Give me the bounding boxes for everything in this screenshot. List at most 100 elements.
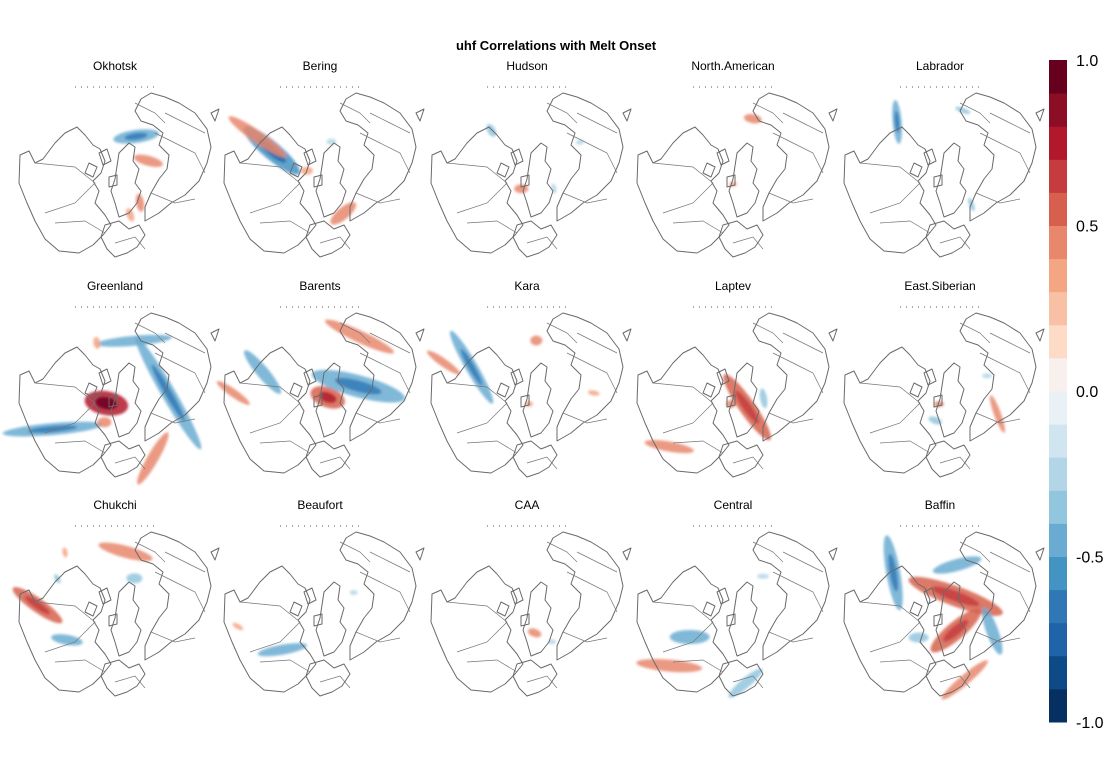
coastline <box>339 531 417 661</box>
country-border <box>164 112 206 134</box>
coastline <box>315 142 347 218</box>
coastline <box>728 142 760 218</box>
colorbar-bin <box>1049 159 1067 193</box>
base-map <box>430 531 632 697</box>
correlation-field <box>232 590 358 657</box>
panel-bering: Bering <box>223 59 425 258</box>
correlation-field <box>636 573 769 698</box>
coastline <box>210 328 220 342</box>
coastline <box>305 659 351 697</box>
country-border <box>446 162 508 214</box>
coastline <box>909 368 943 408</box>
country-border <box>975 412 1021 424</box>
country-border <box>259 440 311 454</box>
coastline <box>959 312 1037 442</box>
country-border <box>752 541 784 563</box>
coastline <box>636 126 730 254</box>
country-border <box>975 631 1021 643</box>
correlation-blob <box>530 335 543 346</box>
country-border <box>54 440 106 454</box>
coastline <box>622 328 632 342</box>
correlation-field <box>228 116 357 225</box>
colorbar-bin <box>1049 556 1067 591</box>
country-border <box>752 322 784 344</box>
panel-label: Beaufort <box>297 498 343 512</box>
country-border <box>576 551 618 573</box>
panel-kara: Kara <box>426 279 632 478</box>
coastline <box>622 108 632 122</box>
country-border <box>54 220 106 234</box>
correlation-blob <box>575 139 584 145</box>
country-border <box>782 332 824 354</box>
coastline <box>959 92 1037 222</box>
colorbar-tick-label: 0.5 <box>1076 219 1098 236</box>
colorbar-bin <box>1049 655 1067 690</box>
coastline <box>843 565 937 693</box>
base-map <box>12 531 220 697</box>
panel-label: Labrador <box>916 59 964 73</box>
colorbar-bin <box>1049 291 1067 326</box>
correlation-blob <box>98 542 153 562</box>
country-border <box>772 132 824 174</box>
coastline <box>925 220 971 258</box>
panel-label: East.Siberian <box>904 279 975 293</box>
correlation-blob <box>982 373 992 379</box>
country-border <box>672 440 724 454</box>
coastline <box>1035 547 1045 561</box>
country-border <box>369 551 411 573</box>
country-border <box>150 192 196 204</box>
country-border <box>576 332 618 354</box>
colorbar-tick-label: -1.0 <box>1076 715 1104 732</box>
coastline <box>100 440 146 478</box>
country-border <box>339 102 371 124</box>
coastline <box>512 440 558 478</box>
correlation-blob <box>126 573 143 584</box>
country-border <box>134 322 166 344</box>
country-border <box>566 571 618 613</box>
coastline <box>305 220 351 258</box>
country-border <box>239 382 301 434</box>
coastline <box>1035 328 1045 342</box>
panel-label: Chukchi <box>93 498 136 512</box>
country-border <box>732 236 764 250</box>
country-border <box>546 541 578 563</box>
correlation-core <box>25 596 50 615</box>
country-border <box>546 102 578 124</box>
correlation-blob <box>669 630 710 644</box>
country-border <box>732 675 764 689</box>
colorbar-tick-label: -0.5 <box>1076 550 1104 567</box>
coastline <box>339 92 417 222</box>
country-border <box>939 675 971 689</box>
coastline <box>339 312 417 442</box>
colorbar-bin <box>1049 589 1067 624</box>
correlation-blob <box>133 154 163 167</box>
coastline <box>1035 108 1045 122</box>
coastline <box>134 92 212 222</box>
country-border <box>959 102 991 124</box>
correlation-blob <box>743 114 762 124</box>
colorbar: 1.0 0.5 0.0 -0.5 -1.0 <box>1049 53 1104 732</box>
coastline <box>752 92 830 222</box>
correlation-field <box>426 330 600 407</box>
coastline <box>134 531 212 661</box>
coastline <box>935 581 967 657</box>
colorbar-bin <box>1049 391 1067 425</box>
country-border <box>114 675 146 689</box>
coastline <box>430 346 524 474</box>
correlation-core <box>460 348 483 386</box>
coastline <box>305 440 351 478</box>
country-border <box>466 440 518 454</box>
correlation-blob <box>216 381 250 405</box>
coastline <box>512 659 558 697</box>
panel-grid: Okhotsk Bering Hudson North.American Labrado… <box>2 59 1045 700</box>
correlation-blob <box>244 350 282 394</box>
coastline <box>702 148 736 188</box>
coastline <box>718 440 764 478</box>
correlation-blob <box>644 440 694 454</box>
country-border <box>879 659 931 673</box>
coastline <box>522 142 554 218</box>
correlation-core <box>894 110 900 133</box>
correlation-blob <box>941 660 988 700</box>
correlation-core <box>151 364 185 422</box>
